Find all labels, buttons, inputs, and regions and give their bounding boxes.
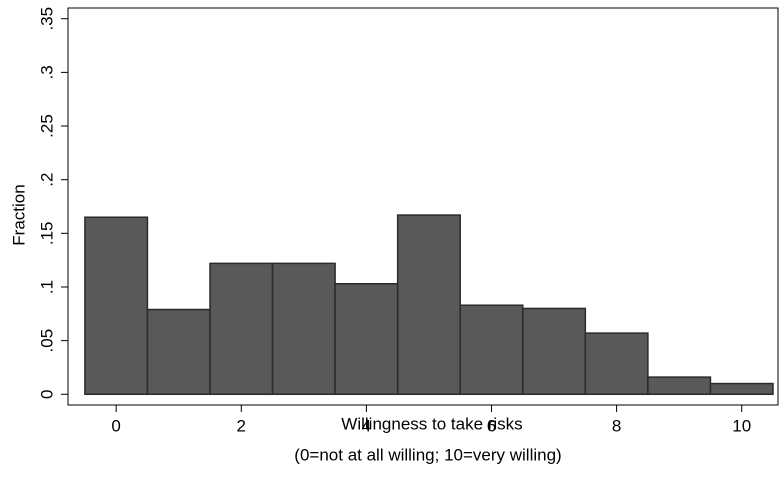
y-tick-label: .15 (37, 222, 56, 246)
bar (522, 307, 587, 396)
y-tick-label: .2 (37, 173, 56, 187)
y-tick-label: .05 (37, 329, 56, 353)
plot-frame (67, 7, 779, 406)
bar (271, 262, 336, 396)
bar (396, 214, 461, 396)
y-axis-label: Fraction (9, 184, 28, 245)
y-tick-label: 0 (37, 390, 56, 399)
x-tick-label: 4 (362, 416, 371, 435)
x-tick-label: 6 (487, 416, 496, 435)
x-axis-note: (0=not at all willing; 10=very willing) (294, 445, 561, 464)
bar (709, 382, 774, 396)
bar (647, 376, 712, 396)
bar (146, 308, 211, 396)
x-tick-label: 0 (111, 416, 120, 435)
y-tick-label: .25 (37, 114, 56, 138)
y-tick-label: .3 (37, 65, 56, 79)
y-tick-label: .1 (37, 280, 56, 294)
x-tick-label: 10 (732, 416, 751, 435)
bar (209, 262, 274, 396)
bar (584, 332, 649, 396)
x-tick-label: 8 (612, 416, 621, 435)
bar (459, 304, 524, 396)
y-tick-label: .35 (37, 7, 56, 31)
x-tick-label: 2 (237, 416, 246, 435)
bar (84, 216, 149, 396)
bar (334, 283, 399, 396)
x-axis-label: Willingness to take risks (341, 414, 522, 433)
